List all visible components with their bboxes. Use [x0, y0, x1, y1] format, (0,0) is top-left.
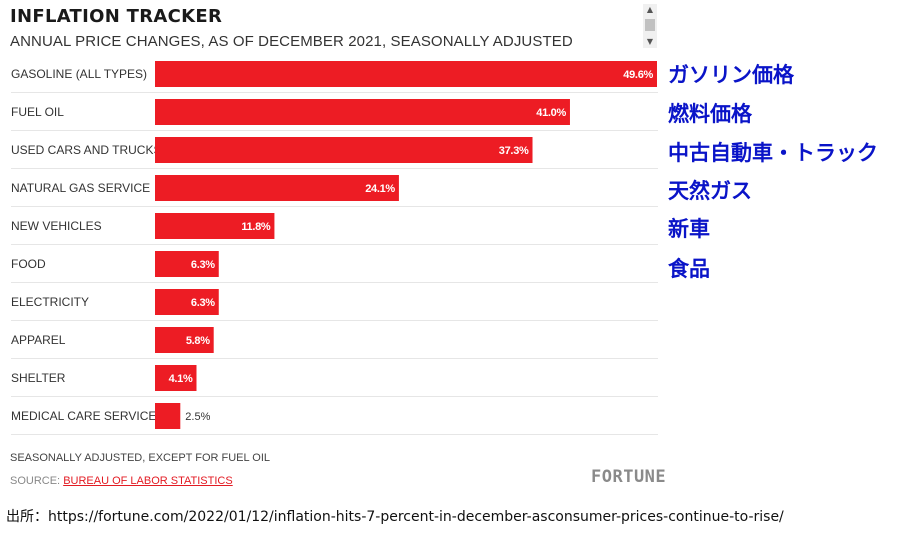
- footnote: SEASONALLY ADJUSTED, EXCEPT FOR FUEL OIL: [10, 452, 271, 464]
- scroll-down-icon[interactable]: ▼: [646, 37, 654, 46]
- bar: [155, 251, 219, 277]
- bar: [155, 289, 219, 315]
- category-label: FUEL OIL: [11, 105, 64, 119]
- category-label: APPAREL: [11, 333, 66, 347]
- category-label: USED CARS AND TRUCKS: [11, 143, 161, 157]
- chart-title: INFLATION TRACKER: [10, 6, 223, 27]
- bar: [155, 61, 657, 87]
- scroll-up-icon[interactable]: ▲: [646, 5, 654, 14]
- value-label: 49.6%: [623, 69, 653, 81]
- value-label: 2.5%: [185, 411, 210, 423]
- bar: [155, 137, 533, 163]
- annotation-jp-natural-gas: 天然ガス: [668, 179, 752, 203]
- chart-subtitle: ANNUAL PRICE CHANGES, AS OF DECEMBER 202…: [10, 33, 573, 50]
- bar: [155, 365, 197, 391]
- annotation-jp-new-vehicles: 新車: [668, 217, 710, 241]
- source-prefix: SOURCE:: [10, 475, 64, 487]
- annotation-jp-gasoline: ガソリン価格: [668, 63, 794, 87]
- value-label: 5.8%: [186, 335, 210, 347]
- value-label: 6.3%: [191, 259, 215, 271]
- scrollbar[interactable]: ▲ ▼: [643, 4, 657, 48]
- bar: [155, 403, 181, 429]
- annotation-jp-fuel-oil: 燃料価格: [668, 102, 752, 126]
- value-label: 6.3%: [191, 297, 215, 309]
- category-label: FOOD: [11, 257, 46, 271]
- category-label: NEW VEHICLES: [11, 219, 102, 233]
- value-label: 4.1%: [169, 373, 193, 385]
- bar: [155, 213, 275, 239]
- value-label: 41.0%: [536, 107, 566, 119]
- category-label: SHELTER: [11, 371, 66, 385]
- bar: [155, 99, 570, 125]
- citation: 出所：https://fortune.com/2022/01/12/inflat…: [6, 509, 784, 525]
- scrollbar-thumb[interactable]: [645, 19, 655, 31]
- source-line: SOURCE: BUREAU OF LABOR STATISTICS: [10, 475, 233, 487]
- category-label: NATURAL GAS SERVICE: [11, 181, 150, 195]
- value-label: 37.3%: [499, 145, 529, 157]
- annotation-jp-food: 食品: [668, 257, 710, 281]
- value-label: 11.8%: [241, 221, 271, 233]
- bar: [155, 175, 399, 201]
- category-label: MEDICAL CARE SERVICES: [11, 409, 164, 423]
- bar: [155, 327, 214, 353]
- annotation-jp-used-cars: 中古自動車・トラック: [668, 141, 878, 165]
- source-link[interactable]: BUREAU OF LABOR STATISTICS: [63, 475, 233, 487]
- category-label: ELECTRICITY: [11, 295, 89, 309]
- fortune-logo: FORTUNE: [591, 467, 667, 487]
- category-label: GASOLINE (ALL TYPES): [11, 67, 147, 81]
- value-label: 24.1%: [365, 183, 395, 195]
